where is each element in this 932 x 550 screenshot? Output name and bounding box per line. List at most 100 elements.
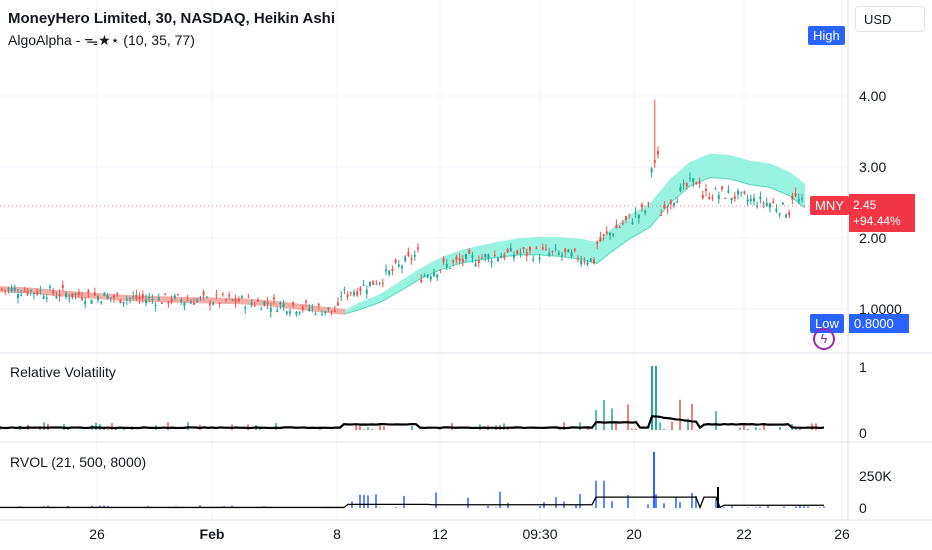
candle-body [586,262,589,265]
indicator-label[interactable]: AlgoAlpha - ᯓ★⋆ (10, 35, 77) [8,32,195,48]
candle-body [244,307,247,309]
candle-body [589,258,592,262]
candle-body [676,201,679,203]
volatility-pane-label[interactable]: Relative Volatility [10,364,116,380]
candle-body [257,299,259,302]
x-tick-label: 12 [432,526,448,542]
candle-body [295,311,298,315]
candle-body [151,299,154,301]
candle-body [381,282,384,284]
candle-body [225,299,227,301]
candle-body [129,297,131,299]
candle-body [660,215,663,217]
candle-body [781,202,784,205]
last-price: 2.45 [853,198,877,212]
candle-body [154,304,157,307]
candle-body [372,280,375,285]
candle-body [465,254,467,259]
candle-body [61,285,64,289]
candle-body [52,290,55,294]
candle-body [65,293,67,298]
candle-body [289,311,291,314]
candle-body [561,254,563,256]
x-tick-label: 22 [736,526,752,542]
candle-body [621,222,624,225]
candle-body [711,197,714,199]
candle-body [285,311,288,314]
candle-body [266,302,269,305]
candle-body [77,292,80,296]
candle-body [356,291,359,296]
band-teal-segment [345,153,805,314]
candle-body [721,186,723,189]
candle-body [388,270,391,275]
candle-body [340,296,343,298]
candle-body [743,191,746,194]
candle-body [4,290,7,292]
x-tick-label: 26 [834,526,850,542]
candle-body [666,209,669,211]
candle-body [404,256,407,261]
candle-body [253,305,256,307]
candle-body [519,252,522,254]
candle-body [442,258,445,263]
candle-body [42,296,45,299]
candle-body [378,282,381,284]
candle-body [13,287,16,291]
candle-body [458,258,461,261]
candle-body [202,291,205,296]
candle-body [241,296,243,298]
candle-body [525,252,528,256]
algoalpha-band [0,153,806,315]
candle-body [263,301,266,305]
candle-body [353,291,355,296]
candle-body [692,178,695,183]
candle-body [468,249,471,254]
candle-body [753,197,755,202]
candle-body [631,222,634,225]
candle-body [164,293,167,295]
candle-body [759,196,762,200]
lightning-icon[interactable]: ϟ [813,328,835,350]
candle-body [423,275,426,277]
candle-body [797,199,800,202]
candle-body [247,296,250,298]
candle-body [609,232,611,236]
y-tick-label: 4.00 [859,88,886,104]
candle-body [119,299,122,304]
candle-body [625,216,627,220]
candle-body [567,249,570,253]
candle-body [487,254,490,259]
candle-body [177,294,179,296]
rvol-tick-0: 0 [859,500,867,516]
candle-body [103,292,106,296]
candle-body [669,200,672,205]
candle-body [509,247,512,252]
candle-body [535,247,538,249]
candle-body [583,261,586,263]
heikin-ashi-candles [0,99,848,318]
candle-body [301,306,304,310]
candle-body [429,276,432,280]
candle-body [132,296,135,298]
x-tick-label: 20 [626,526,642,542]
candle-body [109,297,112,299]
candle-body [532,258,535,261]
candle-body [420,279,423,283]
rvol-pane-label[interactable]: RVOL (21, 500, 8000) [10,454,147,470]
candle-body [570,252,573,257]
candle-body [724,197,727,199]
candle-body [292,301,295,306]
candle-body [74,293,77,295]
candle-body [93,292,96,296]
y-tick-label: 1.0000 [859,301,902,317]
currency-selector[interactable]: USD [855,6,925,32]
candle-body [145,299,147,304]
candle-body [167,302,170,304]
candle-body [634,212,637,214]
candle-body [596,241,599,244]
candle-body [417,247,419,250]
candle-body [769,203,771,208]
candle-body [385,269,387,272]
